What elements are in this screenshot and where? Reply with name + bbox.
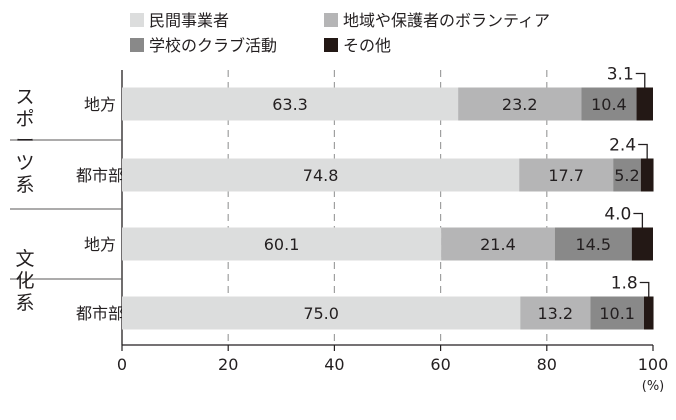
data-label: 63.3 [272,95,308,114]
data-label: 74.8 [303,166,339,185]
leader-line [639,281,650,297]
bar-segment-1 [122,158,520,192]
group-label: 文化系 [15,248,34,314]
data-label-other: 4.0 [604,205,631,225]
data-label: 5.2 [614,166,639,185]
data-label: 10.1 [599,304,635,323]
bar-segment-3 [554,227,632,261]
data-label: 13.2 [537,304,573,323]
bar-segment-2 [458,87,582,121]
x-tick-label: 80 [537,355,557,374]
data-label-other: 2.4 [609,136,636,156]
data-label: 10.4 [591,95,627,114]
legend-swatch-2 [324,13,338,27]
x-tick-label: 60 [430,355,450,374]
bar-segment-4 [631,227,653,261]
x-tick-label: 40 [324,355,344,374]
leader-line [638,143,648,159]
legend-swatch-1 [130,13,144,27]
bar-segment-2 [520,296,591,330]
bar-segment-2 [519,158,614,192]
data-label: 21.4 [480,235,516,254]
legend-label: 民間事業者 [149,11,229,30]
legend-swatch-3 [130,38,144,52]
bar-segment-1 [122,227,442,261]
legend-label: 学校のクラブ活動 [149,36,277,55]
bar-segment-1 [122,87,459,121]
bar-segment-3 [581,87,637,121]
data-label: 14.5 [575,235,611,254]
bar-segment-3 [613,158,641,192]
data-label: 75.0 [303,304,339,323]
legend-label: 地域や保護者のボランティア [343,11,550,30]
x-axis-unit: (%) [642,379,665,394]
leader-line [635,72,646,88]
bar-segment-4 [643,296,654,330]
x-tick-label: 20 [218,355,238,374]
category-label: 地方 [84,95,116,114]
data-label-other: 3.1 [607,65,634,85]
leader-line [633,212,644,228]
data-label: 17.7 [548,166,584,185]
data-label-other: 1.8 [611,274,638,294]
group-label: スポーツ系 [15,86,34,196]
category-label: 都市部 [76,166,124,185]
bar-segment-1 [122,296,521,330]
bar-segment-3 [590,296,644,330]
category-label: 都市部 [76,304,124,323]
data-label: 23.2 [502,95,538,114]
legend-label: その他 [343,36,391,55]
legend-swatch-4 [324,38,338,52]
bar-segment-2 [441,227,555,261]
bar-segment-4 [640,158,654,192]
category-label: 地方 [84,235,116,254]
x-tick-label: 0 [117,355,127,374]
bar-segment-4 [636,87,653,121]
data-label: 60.1 [264,235,300,254]
x-tick-label: 100 [638,355,669,374]
